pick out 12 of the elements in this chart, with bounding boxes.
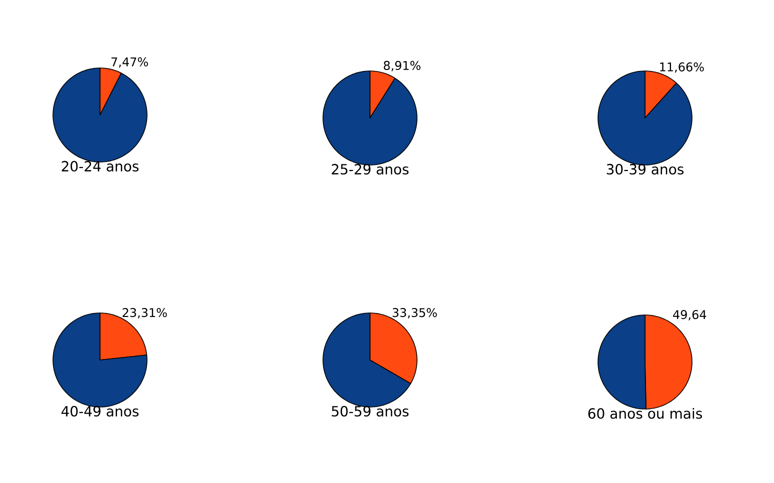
text: 25-29 anos (332, 164, 409, 175)
text: 20-24 anos (62, 160, 139, 172)
text: 60 anos ou mais (588, 408, 702, 419)
data-label: 8,91% (384, 60, 420, 72)
data-label: 11,66% (660, 62, 704, 73)
text: 50-59 anos (332, 406, 409, 417)
data-label: 7,47% (111, 57, 148, 68)
text: 30-39 anos (606, 164, 684, 175)
data-label: 33,35% (392, 308, 437, 318)
text: 40-49 anos (61, 406, 139, 417)
data-label: 23,31% (122, 308, 167, 318)
data-label: 49,64 (673, 310, 706, 320)
